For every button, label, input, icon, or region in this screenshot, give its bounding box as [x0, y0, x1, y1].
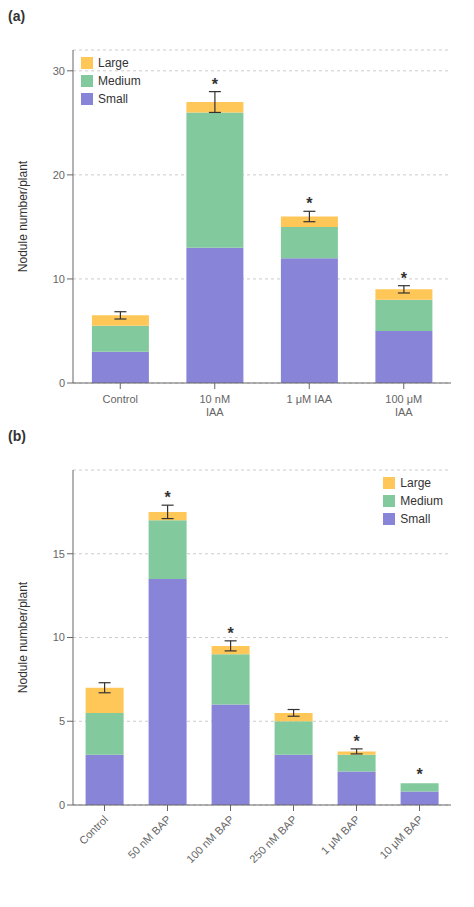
html-text:Medium: Medium: [400, 494, 443, 508]
svg-text:10: 10: [53, 631, 65, 643]
html-text:Large: Large: [98, 56, 129, 70]
svg-text:250 nM BAP: 250 nM BAP: [247, 813, 299, 865]
svg-text:*: *: [401, 270, 408, 287]
svg-text:5: 5: [59, 715, 65, 727]
svg-text:Control: Control: [103, 393, 138, 405]
svg-text:Nodule number/plant: Nodule number/plant: [16, 581, 30, 693]
svg-text:0: 0: [59, 377, 65, 389]
svg-text:100 μMIAA: 100 μMIAA: [385, 393, 422, 418]
svg-text:30: 30: [53, 65, 65, 77]
svg-text:50 nM BAP: 50 nM BAP: [125, 813, 173, 861]
svg-text:0: 0: [59, 799, 65, 811]
svg-text:20: 20: [53, 169, 65, 181]
svg-text:1 μM IAA: 1 μM IAA: [287, 393, 333, 405]
svg-text:Nodule number/plant: Nodule number/plant: [16, 160, 30, 272]
html-text:Small: Small: [98, 92, 128, 106]
html-text:Small: Small: [400, 512, 431, 526]
svg-text:10: 10: [53, 273, 65, 285]
svg-text:Control: Control: [77, 813, 111, 847]
html-text:Large: Large: [400, 476, 431, 490]
html-text:(b): (b): [8, 428, 26, 444]
svg-text:1 μM BAP: 1 μM BAP: [318, 813, 362, 857]
html-text:Medium: Medium: [98, 74, 141, 88]
svg-text:15: 15: [53, 548, 65, 560]
svg-text:*: *: [353, 733, 360, 750]
svg-text:10 nMIAA: 10 nMIAA: [199, 393, 230, 418]
html-text:(a): (a): [8, 8, 26, 24]
svg-text:10 μM BAP: 10 μM BAP: [377, 813, 425, 861]
svg-text:*: *: [212, 76, 219, 93]
svg-text:100 nM BAP: 100 nM BAP: [184, 813, 236, 865]
svg-text:*: *: [227, 625, 234, 642]
svg-text:*: *: [164, 489, 171, 506]
svg-text:*: *: [306, 195, 313, 212]
svg-text:*: *: [416, 766, 423, 783]
